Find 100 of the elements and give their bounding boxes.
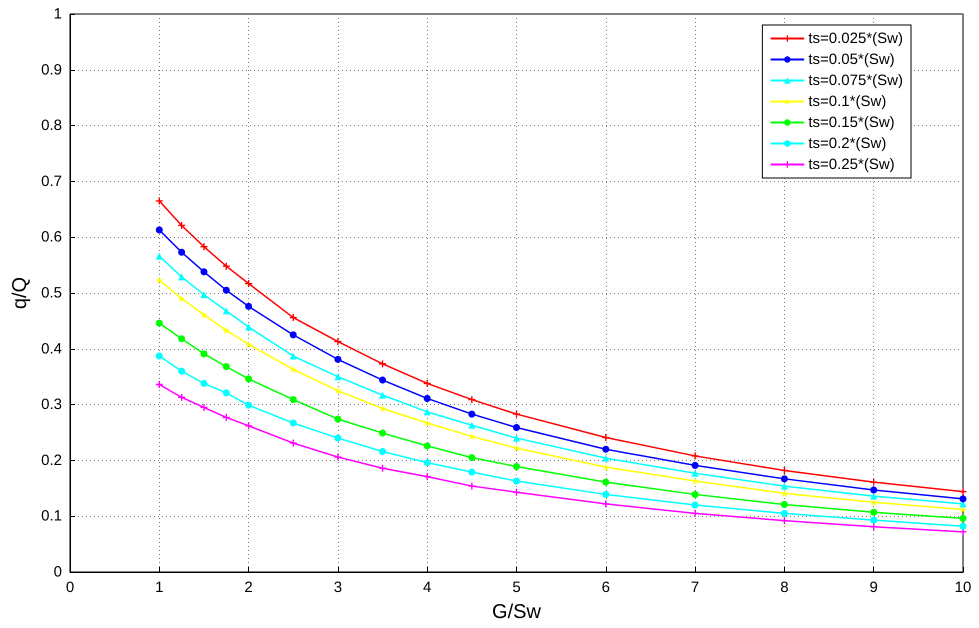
point: [334, 373, 342, 380]
x-tick-label: 4: [423, 579, 432, 596]
point: [245, 422, 252, 430]
point: [200, 311, 208, 318]
point: [692, 462, 699, 469]
point: [200, 404, 208, 411]
point: [290, 440, 297, 447]
point: [178, 394, 186, 401]
point: [156, 320, 163, 327]
point: [602, 434, 610, 442]
point: [178, 273, 186, 280]
y-tick-label: 1: [54, 6, 62, 22]
point: [960, 495, 966, 502]
point: [200, 243, 208, 250]
point: [290, 366, 297, 373]
point: [602, 490, 610, 498]
point: [334, 416, 342, 423]
x-tick-label: 6: [602, 579, 610, 596]
point: [870, 523, 878, 530]
point: [692, 510, 699, 517]
y-tick-label: 0.2: [41, 452, 62, 469]
point: [780, 500, 788, 508]
x-tick-label: 5: [512, 579, 521, 596]
point: [156, 197, 163, 204]
point: [692, 470, 699, 477]
point: [513, 424, 520, 431]
point: [468, 396, 476, 404]
point: [156, 352, 163, 360]
point: [200, 350, 208, 358]
y-tick-label: 0.4: [41, 340, 62, 358]
point: [424, 473, 431, 480]
point: [513, 410, 520, 418]
y-tick-label: 0.5: [41, 284, 62, 302]
point: [245, 402, 252, 409]
point: [870, 486, 878, 494]
point: [178, 368, 186, 375]
x-tick-label: 0: [66, 579, 74, 596]
x-tick-label: 3: [334, 579, 342, 596]
point: [222, 363, 230, 370]
point: [602, 478, 610, 486]
x-tick-label: 7: [690, 579, 700, 596]
point: [780, 482, 788, 490]
point: [468, 432, 476, 440]
point: [290, 331, 297, 338]
y-axis-title: q/Q: [9, 276, 31, 310]
point: [960, 522, 966, 530]
legend-label: ts=0.15*(Sw): [808, 114, 895, 131]
point: [290, 352, 297, 360]
legend-label: ts=0.25*(Sw): [808, 156, 895, 173]
point: [379, 405, 386, 412]
point: [334, 387, 342, 394]
point: [156, 381, 163, 388]
point: [513, 488, 520, 496]
point: [379, 360, 386, 368]
point: [379, 464, 386, 472]
point: [222, 389, 230, 396]
point: [602, 464, 610, 471]
point: [960, 514, 966, 522]
point: [245, 340, 252, 348]
point: [692, 502, 699, 509]
point: [200, 291, 208, 298]
y-tick-label: 0.7: [41, 172, 62, 190]
y-tick-label: 0.6: [41, 228, 62, 246]
y-tick-label: 0.3: [41, 396, 62, 414]
legend-label: ts=0.075*(Sw): [808, 72, 904, 89]
point: [780, 466, 788, 474]
point: [424, 442, 431, 450]
point: [178, 335, 186, 342]
point: [379, 430, 386, 437]
point: [870, 492, 878, 500]
point: [334, 454, 342, 461]
x-tick-label: 8: [780, 579, 789, 596]
point: [602, 446, 610, 453]
point: [200, 268, 208, 276]
point: [245, 280, 252, 288]
point: [780, 510, 788, 517]
x-tick-label: 2: [244, 579, 253, 596]
legend-label: ts=0.05*(Sw): [808, 51, 895, 68]
point: [178, 222, 186, 229]
legend-label: ts=0.1*(Sw): [808, 93, 886, 110]
point: [960, 488, 966, 496]
point: [424, 380, 431, 387]
point: [379, 376, 386, 384]
x-tick-label: 1: [155, 579, 164, 596]
point: [870, 508, 878, 516]
y-tick-label: 0.9: [41, 61, 62, 78]
point: [870, 498, 878, 506]
point: [334, 338, 342, 346]
point: [692, 478, 699, 485]
point: [424, 459, 431, 466]
point: [222, 286, 230, 294]
x-tick-label: 10: [954, 579, 972, 596]
x-axis-title: G/Sw: [492, 601, 542, 623]
point: [178, 248, 186, 256]
point: [692, 452, 699, 460]
point: [960, 506, 966, 514]
legend-label: ts=0.2*(Sw): [808, 135, 886, 152]
point: [290, 314, 297, 322]
x-tick-label: 9: [870, 579, 878, 596]
point: [222, 307, 230, 314]
